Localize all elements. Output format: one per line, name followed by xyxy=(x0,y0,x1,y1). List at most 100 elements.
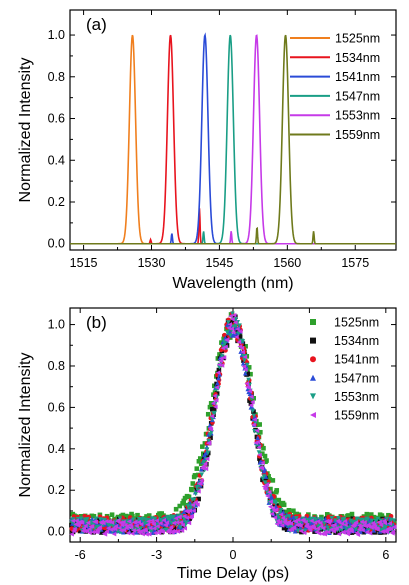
data-point xyxy=(247,391,253,397)
data-point xyxy=(349,511,355,517)
data-point xyxy=(231,312,237,318)
data-point xyxy=(384,516,389,522)
data-point xyxy=(119,522,125,528)
data-point xyxy=(152,516,158,522)
data-point xyxy=(206,438,212,444)
data-point xyxy=(166,530,172,535)
data-point xyxy=(126,519,132,524)
data-point xyxy=(87,530,92,536)
data-point xyxy=(268,499,273,505)
data-point xyxy=(198,480,203,486)
data-point xyxy=(131,528,136,533)
data-point xyxy=(182,526,188,531)
data-point xyxy=(215,380,220,386)
panel-b-y-axis-title: Normalized Intensity xyxy=(17,353,34,498)
panel-b-y-tick-label: 0.6 xyxy=(48,400,65,414)
data-point xyxy=(240,339,246,344)
data-point xyxy=(220,343,226,349)
data-point xyxy=(130,513,135,519)
data-point xyxy=(235,326,240,332)
data-point xyxy=(268,492,273,498)
data-point xyxy=(210,400,216,406)
data-point xyxy=(143,521,149,526)
data-point xyxy=(189,487,194,493)
data-point xyxy=(375,527,380,532)
data-point xyxy=(196,496,201,502)
data-point xyxy=(199,478,204,483)
data-point xyxy=(177,503,183,509)
data-point xyxy=(291,525,297,530)
data-point xyxy=(140,531,145,537)
data-point xyxy=(333,518,338,523)
data-point xyxy=(186,520,192,526)
panel-a-x-tick-label: 1560 xyxy=(273,256,301,270)
data-point xyxy=(110,526,116,531)
data-point xyxy=(281,525,287,531)
data-point xyxy=(180,522,185,528)
data-point xyxy=(180,501,185,506)
panel-b-x-tick-label: -3 xyxy=(151,548,162,562)
data-point xyxy=(179,528,185,533)
data-point xyxy=(369,518,375,524)
data-point xyxy=(248,371,253,377)
data-point xyxy=(241,364,247,369)
data-point xyxy=(246,385,251,391)
data-point xyxy=(234,334,239,340)
legend-marker-1559nm xyxy=(310,412,316,418)
panel-b-y-tick-label: 1.0 xyxy=(48,318,65,332)
data-point xyxy=(364,511,370,517)
data-point xyxy=(269,494,274,499)
data-point xyxy=(125,530,131,536)
data-point xyxy=(319,517,325,523)
data-point xyxy=(92,529,98,535)
data-point xyxy=(227,329,232,334)
data-point xyxy=(342,518,348,524)
data-point xyxy=(248,402,254,408)
data-point xyxy=(158,520,163,526)
panel-a-y-tick-label: 0.6 xyxy=(48,112,65,126)
data-point xyxy=(368,512,374,517)
data-point xyxy=(222,341,228,346)
data-point xyxy=(194,466,200,471)
data-point xyxy=(291,508,296,514)
data-point xyxy=(224,337,230,342)
data-point xyxy=(236,331,241,336)
panel-b-x-tick-label: 6 xyxy=(382,548,389,562)
data-point xyxy=(309,518,314,524)
data-point xyxy=(138,521,144,527)
data-point xyxy=(301,530,307,536)
data-point xyxy=(375,516,380,522)
data-point xyxy=(151,526,157,531)
data-point xyxy=(212,393,217,399)
panel-a-y-axis-title: Normalized Intensity xyxy=(17,58,34,203)
data-point xyxy=(74,518,79,524)
data-point xyxy=(205,450,211,456)
panel-a-x-tick-label: 1515 xyxy=(70,256,98,270)
data-point xyxy=(237,334,243,339)
data-point xyxy=(252,417,257,422)
data-point xyxy=(267,477,273,482)
data-point xyxy=(203,466,209,472)
data-point xyxy=(111,531,117,537)
data-point xyxy=(278,507,284,513)
data-point xyxy=(175,529,181,534)
legend-marker-1525nm xyxy=(310,319,316,325)
data-point xyxy=(232,320,238,325)
data-point xyxy=(312,529,317,534)
data-point xyxy=(356,524,361,529)
data-point xyxy=(109,512,115,518)
data-point xyxy=(338,524,343,530)
data-point xyxy=(295,528,301,534)
data-point xyxy=(269,511,275,517)
data-point xyxy=(373,519,379,524)
data-point xyxy=(190,481,196,486)
panel-b-x-axis-title: Time Delay (ps) xyxy=(177,565,289,582)
data-point xyxy=(291,514,296,520)
panel-a-y-tick-label: 0.4 xyxy=(48,153,65,167)
legend-label-1559nm: 1559nm xyxy=(334,409,379,423)
data-point xyxy=(121,519,126,525)
data-point xyxy=(261,474,267,479)
data-point xyxy=(202,461,208,467)
data-point xyxy=(272,515,278,520)
